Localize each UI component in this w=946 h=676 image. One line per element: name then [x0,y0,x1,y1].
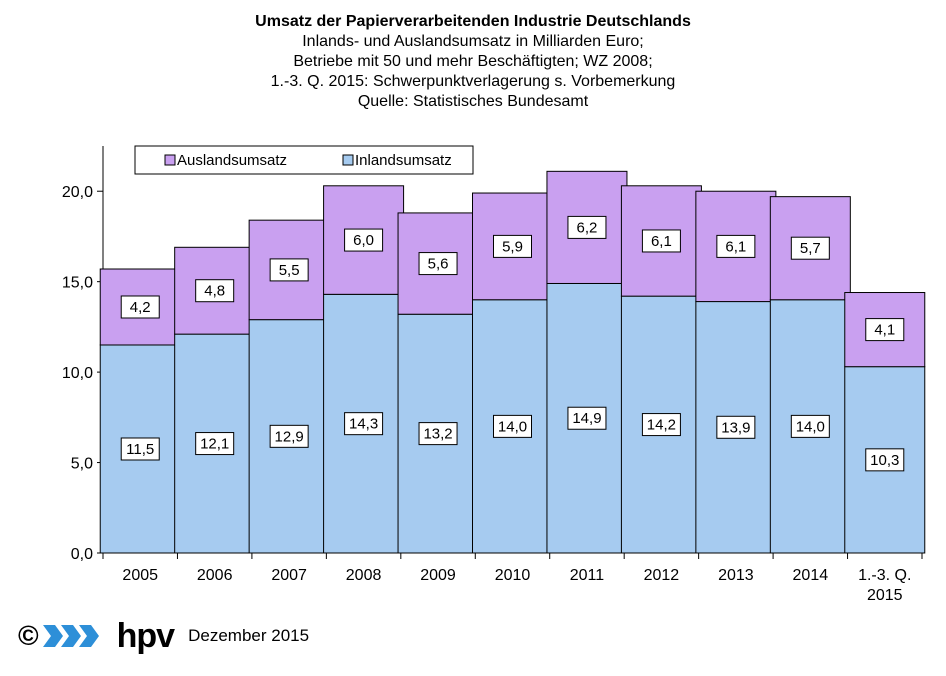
data-label-inlandsumsatz: 14,2 [647,417,676,434]
legend-swatch-auslandsumsatz [164,154,176,166]
data-label-box [120,295,160,319]
chart-titles: Umsatz der Papierverarbeitenden Industri… [0,12,946,112]
data-label-box [418,422,458,446]
data-label-box [195,432,235,456]
x-tick-label: 2005 [122,567,158,584]
x-tick-label: 2011 [570,567,605,584]
data-label-auslandsumsatz: 4,2 [130,299,151,316]
data-label-box [195,279,235,303]
data-label-box [790,236,830,260]
data-label-box [641,413,681,437]
data-label-box [790,414,830,438]
footer: © hpv Dezember 2015 [18,616,309,656]
data-label-box [269,424,309,448]
data-label-auslandsumsatz: 6,1 [725,238,746,255]
data-label-box [716,234,756,258]
data-label-auslandsumsatz: 5,7 [800,240,821,257]
plot-area: 0,0 5,0 10,0 15,0 20,0 11,5 4,2 2005 12,1 4,8 2006… [62,146,926,604]
hpv-chevron-logo-icon [40,624,109,648]
data-label-inlandsumsatz: 10,3 [870,452,899,469]
data-label-box [344,228,384,252]
x-tick-label: 2009 [420,567,456,584]
data-label-box [344,412,384,436]
data-label-box [418,252,458,276]
data-label-inlandsumsatz: 12,1 [200,436,229,453]
x-tick-label: 2007 [271,567,307,584]
footer-date: Dezember 2015 [188,626,310,645]
x-tick-label: 2008 [346,567,382,584]
data-label-inlandsumsatz: 14,0 [498,418,527,435]
data-label-box [567,406,607,430]
data-label-auslandsumsatz: 5,9 [502,238,523,255]
data-label-box [567,215,607,239]
y-tick-label: 0,0 [71,546,93,563]
x-tick-label: 1.-3. Q. 2015 [858,567,911,604]
x-tick-label: 2006 [197,567,233,584]
data-label-box [865,448,905,472]
y-tick-label: 15,0 [62,275,93,292]
legend: Auslandsumsatz Inlandsumsatz [134,145,474,175]
data-label-box [716,415,756,439]
data-label-auslandsumsatz: 6,0 [353,232,374,249]
chart-subtitle-3: 1.-3. Q. 2015: Schwerpunktverlagerung s.… [270,73,676,90]
data-label-inlandsumsatz: 14,9 [572,410,601,427]
legend-swatch-inlandsumsatz [342,154,354,166]
x-tick-label: 2014 [793,567,829,584]
data-label-auslandsumsatz: 5,5 [279,262,300,279]
y-tick-label: 5,0 [71,456,93,473]
data-label-inlandsumsatz: 13,2 [423,426,452,443]
data-label-auslandsumsatz: 6,1 [651,233,672,250]
data-label-inlandsumsatz: 14,3 [349,416,378,433]
chart-subtitle-1: Inlands- und Auslandsumsatz in Milliarde… [302,33,644,50]
data-label-box [493,414,532,438]
y-tick-label: 20,0 [62,184,93,201]
y-tick-label: 10,0 [62,365,93,382]
data-label-auslandsumsatz: 6,2 [577,219,598,236]
x-tick-label: 2010 [495,567,531,584]
data-label-box [865,318,905,342]
data-label-auslandsumsatz: 5,6 [428,256,449,273]
data-label-inlandsumsatz: 13,9 [721,419,750,436]
data-label-auslandsumsatz: 4,8 [204,283,225,300]
x-tick-label: 2012 [644,567,680,584]
data-label-box [493,234,532,258]
legend-box [134,145,474,175]
x-tick-label: 2013 [718,567,754,584]
data-label-auslandsumsatz: 4,1 [874,322,895,339]
data-label-box [269,258,309,282]
chart-subtitle-2: Betriebe mit 50 und mehr Beschäftigten; … [293,53,653,70]
data-label-box [641,229,681,253]
chart-subtitle-4: Quelle: Statistisches Bundesamt [357,93,589,110]
data-label-inlandsumsatz: 14,0 [796,418,825,435]
data-label-inlandsumsatz: 12,9 [275,428,304,445]
data-label-box [120,437,160,461]
chart-title: Umsatz der Papierverarbeitenden Industri… [255,13,691,30]
data-label-inlandsumsatz: 11,5 [126,441,154,458]
legend-label-auslandsumsatz: Auslandsumsatz [177,152,287,169]
hpv-brand: hpv [116,616,175,655]
legend-label-inlandsumsatz: Inlandsumsatz [355,152,452,169]
copyright-symbol: © [18,620,39,651]
